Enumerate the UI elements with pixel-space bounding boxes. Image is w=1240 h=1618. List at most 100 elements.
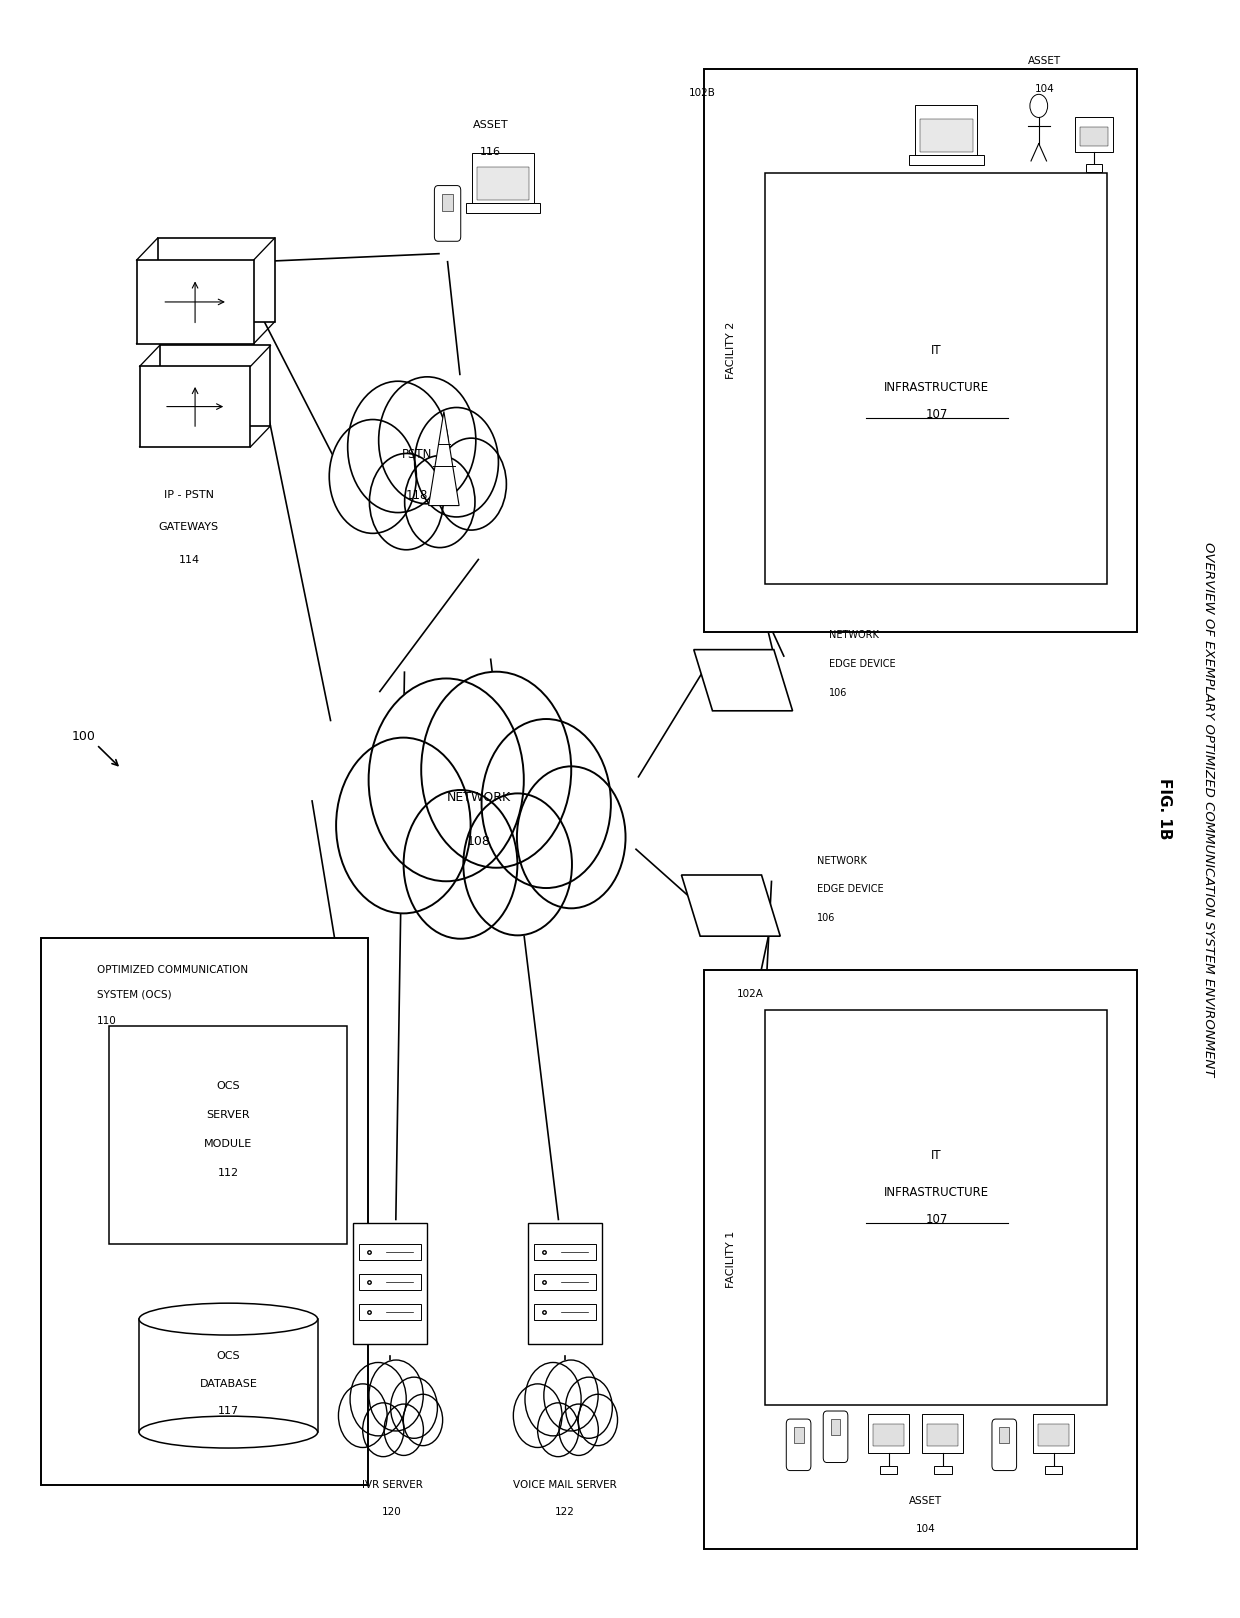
Text: 107: 107 bbox=[925, 408, 947, 421]
Bar bbox=[794, 1427, 804, 1443]
Circle shape bbox=[481, 718, 611, 888]
Text: NETWORK: NETWORK bbox=[446, 791, 511, 804]
Text: 102B: 102B bbox=[689, 87, 715, 97]
Text: 120: 120 bbox=[382, 1508, 402, 1518]
Circle shape bbox=[422, 671, 572, 867]
Bar bbox=[909, 155, 983, 165]
Text: INFRASTRUCTURE: INFRASTRUCTURE bbox=[884, 380, 990, 393]
Bar bbox=[136, 260, 253, 343]
Ellipse shape bbox=[139, 1302, 317, 1335]
Bar bbox=[528, 1223, 601, 1345]
Circle shape bbox=[544, 1361, 598, 1430]
Text: OCS: OCS bbox=[217, 1081, 241, 1091]
FancyBboxPatch shape bbox=[786, 1419, 811, 1471]
Text: FACILITY 1: FACILITY 1 bbox=[725, 1231, 735, 1288]
Text: 104: 104 bbox=[915, 1524, 935, 1534]
Bar bbox=[1075, 116, 1114, 152]
Text: NETWORK: NETWORK bbox=[817, 856, 867, 866]
Circle shape bbox=[565, 1377, 613, 1438]
Bar bbox=[441, 194, 454, 210]
Circle shape bbox=[368, 678, 523, 882]
Bar bbox=[873, 1424, 904, 1446]
Circle shape bbox=[513, 1383, 562, 1448]
Circle shape bbox=[464, 793, 572, 935]
Bar bbox=[879, 1466, 898, 1474]
FancyBboxPatch shape bbox=[434, 186, 461, 241]
Bar bbox=[472, 154, 534, 202]
Circle shape bbox=[436, 438, 506, 531]
Text: 117: 117 bbox=[218, 1406, 239, 1416]
FancyBboxPatch shape bbox=[823, 1411, 848, 1463]
Bar bbox=[139, 1319, 317, 1432]
Circle shape bbox=[339, 1383, 387, 1448]
Text: DATABASE: DATABASE bbox=[200, 1379, 257, 1388]
Text: EDGE DEVICE: EDGE DEVICE bbox=[817, 885, 884, 895]
Bar bbox=[41, 938, 367, 1485]
Circle shape bbox=[330, 419, 417, 534]
Bar bbox=[1033, 1414, 1074, 1453]
Circle shape bbox=[559, 1404, 599, 1456]
Bar bbox=[1086, 163, 1102, 172]
Bar bbox=[1080, 126, 1109, 146]
Bar bbox=[923, 1414, 963, 1453]
Bar bbox=[358, 1304, 420, 1320]
Circle shape bbox=[336, 738, 471, 914]
Text: 112: 112 bbox=[218, 1168, 239, 1178]
Circle shape bbox=[350, 1362, 407, 1435]
Bar bbox=[160, 346, 270, 426]
Bar bbox=[140, 366, 250, 447]
Bar bbox=[358, 1244, 420, 1260]
Text: FACILITY 2: FACILITY 2 bbox=[725, 322, 735, 379]
Bar bbox=[915, 105, 977, 155]
Circle shape bbox=[391, 1377, 438, 1438]
Text: ASSET: ASSET bbox=[472, 120, 508, 129]
Text: 100: 100 bbox=[72, 730, 95, 743]
Text: 104: 104 bbox=[1035, 84, 1055, 94]
Bar bbox=[466, 202, 541, 214]
Bar bbox=[352, 1223, 427, 1345]
Ellipse shape bbox=[139, 1416, 317, 1448]
Text: OVERVIEW OF EXEMPLARY OPTIMIZED COMMUNICATION SYSTEM ENVIRONMENT: OVERVIEW OF EXEMPLARY OPTIMIZED COMMUNIC… bbox=[1203, 542, 1215, 1076]
Text: IT: IT bbox=[931, 1149, 942, 1162]
Bar bbox=[928, 1424, 959, 1446]
Circle shape bbox=[404, 456, 475, 547]
Text: INFRASTRUCTURE: INFRASTRUCTURE bbox=[884, 1186, 990, 1199]
Text: NETWORK: NETWORK bbox=[830, 629, 879, 641]
Text: ASSET: ASSET bbox=[1028, 55, 1061, 65]
Text: SYSTEM (OCS): SYSTEM (OCS) bbox=[97, 989, 171, 998]
Bar bbox=[868, 1414, 909, 1453]
Circle shape bbox=[403, 790, 517, 938]
Text: SERVER: SERVER bbox=[207, 1110, 250, 1120]
Text: IT: IT bbox=[931, 343, 942, 356]
Polygon shape bbox=[693, 650, 792, 710]
Text: 102A: 102A bbox=[737, 989, 764, 998]
Circle shape bbox=[370, 1361, 423, 1430]
Bar bbox=[358, 1275, 420, 1290]
Bar bbox=[934, 1466, 951, 1474]
Text: 110: 110 bbox=[97, 1016, 117, 1026]
Circle shape bbox=[1030, 94, 1048, 118]
Circle shape bbox=[347, 382, 448, 513]
Bar bbox=[533, 1244, 595, 1260]
Text: 114: 114 bbox=[179, 555, 200, 565]
Bar bbox=[704, 68, 1137, 633]
Polygon shape bbox=[429, 411, 459, 505]
Text: VOICE MAIL SERVER: VOICE MAIL SERVER bbox=[512, 1480, 616, 1490]
Bar bbox=[533, 1304, 595, 1320]
Text: 106: 106 bbox=[817, 914, 836, 924]
Text: EDGE DEVICE: EDGE DEVICE bbox=[830, 659, 897, 670]
Text: IP - PSTN: IP - PSTN bbox=[164, 490, 215, 500]
Text: MODULE: MODULE bbox=[205, 1139, 253, 1149]
Circle shape bbox=[384, 1404, 423, 1456]
Text: OPTIMIZED COMMUNICATION: OPTIMIZED COMMUNICATION bbox=[97, 964, 248, 976]
Bar bbox=[109, 1026, 346, 1244]
Text: 116: 116 bbox=[480, 147, 501, 157]
Bar bbox=[477, 167, 529, 201]
Bar bbox=[765, 1010, 1106, 1404]
Text: IVR SERVER: IVR SERVER bbox=[362, 1480, 423, 1490]
Circle shape bbox=[538, 1403, 579, 1456]
Text: ASSET: ASSET bbox=[909, 1497, 942, 1506]
Bar bbox=[704, 969, 1137, 1550]
Bar bbox=[533, 1275, 595, 1290]
Polygon shape bbox=[682, 875, 780, 937]
